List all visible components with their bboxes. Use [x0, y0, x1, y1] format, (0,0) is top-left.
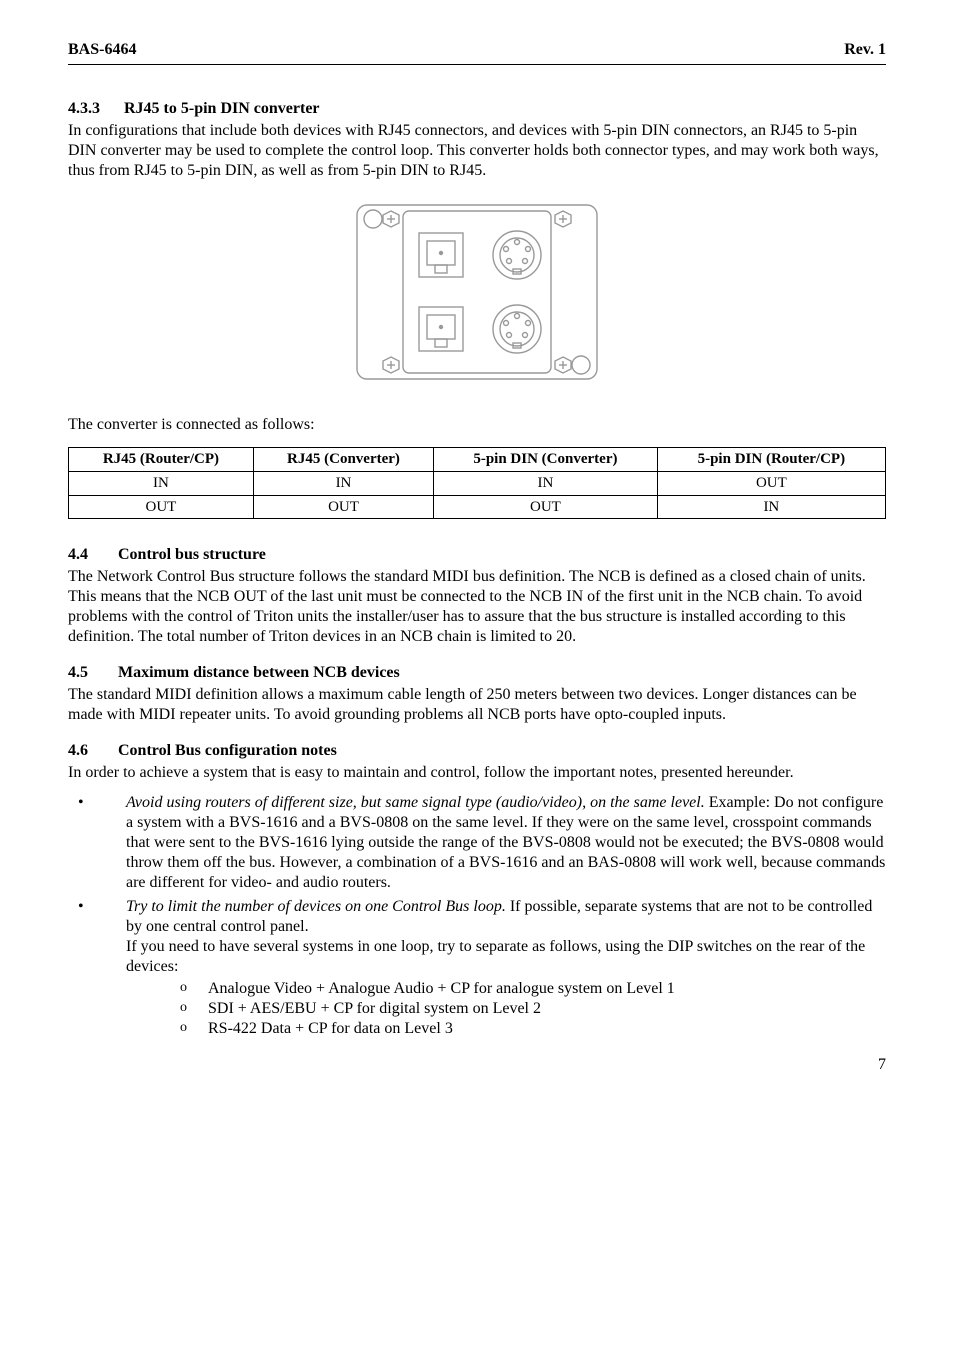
- notes-list: Avoid using routers of different size, b…: [68, 793, 886, 1039]
- page-header: BAS-6464 Rev. 1: [68, 40, 886, 60]
- td: IN: [253, 471, 433, 495]
- th: RJ45 (Router/CP): [69, 448, 254, 472]
- heading-title: Maximum distance between NCB devices: [118, 664, 400, 681]
- table-header-row: RJ45 (Router/CP) RJ45 (Converter) 5-pin …: [69, 448, 886, 472]
- italic-text: Try to limit the number of devices on on…: [126, 898, 506, 915]
- heading-433: 4.3.3RJ45 to 5-pin DIN converter: [68, 99, 886, 119]
- section-46: 4.6Control Bus configuration notes In or…: [68, 741, 886, 1039]
- th: 5-pin DIN (Router/CP): [657, 448, 885, 472]
- th: 5-pin DIN (Converter): [434, 448, 658, 472]
- sub-list-item: Analogue Video + Analogue Audio + CP for…: [180, 979, 886, 999]
- td: OUT: [253, 495, 433, 519]
- para-45: The standard MIDI definition allows a ma…: [68, 685, 886, 725]
- header-right: Rev. 1: [844, 40, 886, 60]
- converter-svg: [347, 197, 607, 387]
- text: If you need to have several systems in o…: [126, 938, 865, 975]
- para-44: The Network Control Bus structure follow…: [68, 567, 886, 647]
- list-item: Try to limit the number of devices on on…: [68, 897, 886, 1039]
- table-row: OUT OUT OUT IN: [69, 495, 886, 519]
- header-rule: [68, 64, 886, 65]
- section-44: 4.4Control bus structure The Network Con…: [68, 545, 886, 647]
- list-item: Avoid using routers of different size, b…: [68, 793, 886, 893]
- converter-caption: The converter is connected as follows:: [68, 415, 886, 435]
- para-433: In configurations that include both devi…: [68, 121, 886, 181]
- header-left: BAS-6464: [68, 40, 136, 60]
- sub-list-item: SDI + AES/EBU + CP for digital system on…: [180, 999, 886, 1019]
- sub-list: Analogue Video + Analogue Audio + CP for…: [126, 979, 886, 1039]
- section-433: 4.3.3RJ45 to 5-pin DIN converter In conf…: [68, 99, 886, 181]
- td: OUT: [69, 495, 254, 519]
- heading-45: 4.5Maximum distance between NCB devices: [68, 663, 886, 683]
- heading-44: 4.4Control bus structure: [68, 545, 886, 565]
- heading-title: Control Bus configuration notes: [118, 742, 337, 759]
- section-45: 4.5Maximum distance between NCB devices …: [68, 663, 886, 725]
- converter-diagram: [68, 197, 886, 393]
- heading-title: Control bus structure: [118, 546, 266, 563]
- td: OUT: [434, 495, 658, 519]
- td: OUT: [657, 471, 885, 495]
- table-row: IN IN IN OUT: [69, 471, 886, 495]
- heading-num: 4.3.3: [68, 99, 124, 119]
- td: IN: [69, 471, 254, 495]
- heading-46: 4.6Control Bus configuration notes: [68, 741, 886, 761]
- heading-num: 4.6: [68, 741, 118, 761]
- td: IN: [434, 471, 658, 495]
- page-number: 7: [68, 1055, 886, 1075]
- td: IN: [657, 495, 885, 519]
- sub-list-item: RS-422 Data + CP for data on Level 3: [180, 1019, 886, 1039]
- heading-num: 4.4: [68, 545, 118, 565]
- italic-text: Avoid using routers of different size, b…: [126, 794, 705, 811]
- th: RJ45 (Converter): [253, 448, 433, 472]
- heading-title: RJ45 to 5-pin DIN converter: [124, 100, 320, 117]
- heading-num: 4.5: [68, 663, 118, 683]
- para-46-intro: In order to achieve a system that is eas…: [68, 763, 886, 783]
- converter-table: RJ45 (Router/CP) RJ45 (Converter) 5-pin …: [68, 447, 886, 519]
